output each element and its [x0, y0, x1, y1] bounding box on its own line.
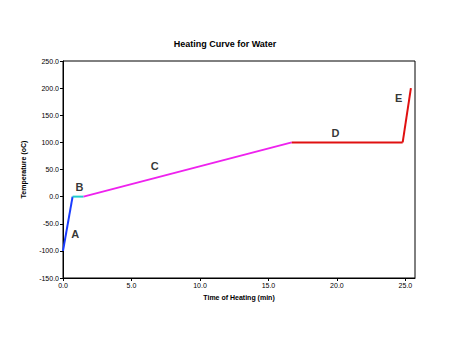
svg-text:E: E — [395, 92, 402, 104]
svg-text:25.0: 25.0 — [399, 282, 413, 289]
svg-text:B: B — [75, 181, 83, 193]
svg-text:Heating Curve for Water: Heating Curve for Water — [174, 39, 277, 49]
svg-text:Temperature (oC): Temperature (oC) — [20, 141, 28, 199]
svg-text:250.0: 250.0 — [41, 58, 59, 65]
svg-text:D: D — [332, 127, 340, 139]
svg-text:20.0: 20.0 — [330, 282, 344, 289]
svg-text:50.0: 50.0 — [45, 166, 59, 173]
svg-text:5.0: 5.0 — [127, 282, 137, 289]
svg-text:-100.0: -100.0 — [39, 247, 59, 254]
svg-text:200.0: 200.0 — [41, 85, 59, 92]
svg-text:10.0: 10.0 — [193, 282, 207, 289]
svg-text:0.0: 0.0 — [58, 282, 68, 289]
svg-text:15.0: 15.0 — [262, 282, 276, 289]
svg-text:Time of Heating (min): Time of Heating (min) — [203, 294, 274, 302]
svg-text:A: A — [71, 228, 79, 240]
svg-text:150.0: 150.0 — [41, 112, 59, 119]
svg-text:C: C — [151, 160, 159, 172]
svg-text:0.0: 0.0 — [49, 193, 59, 200]
svg-text:100.0: 100.0 — [41, 139, 59, 146]
svg-text:-50.0: -50.0 — [43, 220, 59, 227]
svg-text:-150.0: -150.0 — [39, 275, 59, 282]
